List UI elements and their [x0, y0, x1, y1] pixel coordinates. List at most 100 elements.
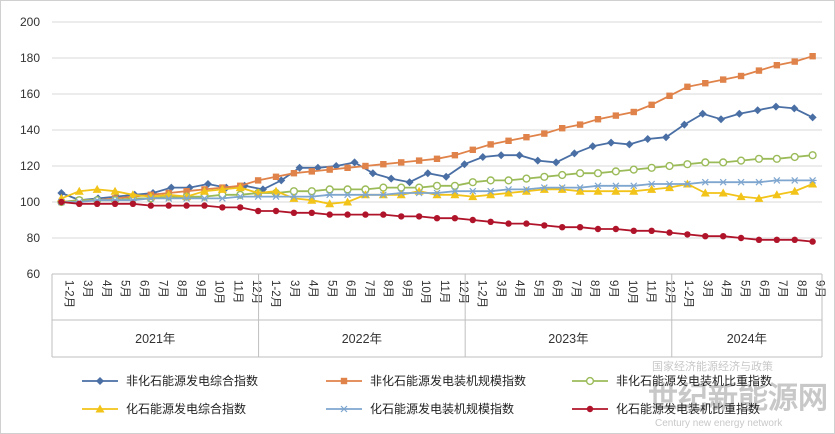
point-0-37: [735, 109, 744, 118]
legend-item-0: 非化石能源发电综合指数: [82, 373, 258, 388]
point-0-0: [57, 189, 66, 197]
point-3-42: [808, 179, 818, 188]
point-3-19: [396, 190, 406, 199]
point-4-33: [647, 180, 656, 188]
point-0-36: [716, 115, 725, 124]
point-5-30: [594, 225, 602, 233]
point-4-18: [379, 191, 388, 199]
point-4-36: [701, 178, 710, 186]
point-2-27: [540, 172, 549, 181]
point-4-32: [629, 182, 638, 190]
legend-marker-5: [586, 405, 594, 413]
point-5-6: [165, 202, 172, 209]
point-0-6: [167, 183, 176, 192]
point-2-24: [486, 176, 495, 185]
point-2-39: [754, 154, 764, 163]
point-4-38: [737, 178, 746, 186]
point-5-21: [433, 215, 441, 222]
point-4-25: [504, 185, 513, 193]
x-tick-label-9: 11月: [231, 280, 243, 303]
legend-marker-3: [95, 404, 105, 413]
y-tick-label-120: 120: [20, 159, 40, 173]
point-0-30: [607, 138, 616, 147]
point-3-4: [128, 190, 138, 199]
point-3-27: [539, 184, 549, 193]
point-5-36: [702, 233, 709, 240]
point-1-29: [576, 121, 584, 128]
point-5-1: [76, 200, 83, 207]
point-0-32: [643, 135, 652, 143]
point-2-18: [379, 183, 388, 192]
point-2-22: [450, 181, 459, 190]
point-4-23: [468, 187, 477, 195]
point-5-4: [129, 200, 137, 207]
point-5-7: [183, 202, 190, 209]
point-0-29: [588, 142, 597, 151]
watermark-line2: 世纪新能源网: [648, 382, 828, 415]
series-5: [58, 198, 816, 245]
point-5-34: [666, 229, 673, 236]
y-tick-label-180: 180: [20, 51, 40, 65]
legend-label-5: 化石能源发电装机比重指数: [616, 401, 760, 416]
point-2-30: [593, 169, 603, 178]
point-1-31: [612, 112, 620, 119]
point-3-26: [521, 186, 531, 195]
point-1-11: [254, 177, 262, 184]
point-4-15: [325, 191, 334, 199]
point-4-17: [361, 191, 370, 199]
point-4-16: [343, 191, 352, 199]
year-label-0: 2021年: [135, 332, 175, 346]
point-0-16: [350, 158, 359, 167]
point-1-20: [415, 157, 423, 164]
point-3-31: [611, 186, 621, 195]
point-3-40: [772, 190, 782, 199]
legend-marker-4: [340, 405, 348, 413]
point-5-32: [630, 227, 637, 234]
point-3-15: [325, 199, 335, 208]
point-5-27: [541, 222, 548, 229]
point-5-9: [219, 204, 226, 211]
point-4-37: [719, 178, 728, 186]
point-3-32: [629, 186, 639, 195]
point-2-38: [736, 156, 746, 165]
point-3-24: [486, 190, 496, 199]
x-tick-label-26: 6月: [551, 280, 563, 298]
x-tick-label-27: 7月: [569, 280, 581, 298]
point-1-26: [523, 134, 530, 141]
point-3-30: [593, 186, 603, 195]
point-1-7: [183, 188, 190, 195]
x-tick-label-25: 5月: [532, 280, 544, 298]
point-2-29: [575, 169, 585, 178]
x-tick-label-21: 12月: [457, 280, 469, 304]
legend: 非化石能源发电综合指数 非化石能源发电装机规模指数 非化石能源发电装机比重指数化石能…: [82, 373, 772, 416]
point-1-16: [344, 164, 351, 171]
point-1-17: [362, 162, 369, 170]
x-tick-label-23: 3月: [494, 280, 506, 298]
legend-label-0: 非化石能源发电综合指数: [126, 373, 258, 388]
point-0-24: [497, 151, 506, 160]
point-1-42: [809, 53, 816, 60]
point-0-23: [478, 153, 487, 161]
legend-marker-2: [585, 376, 595, 386]
x-tick-label-1: 3月: [81, 280, 93, 298]
y-tick-label-60: 60: [27, 267, 41, 281]
point-4-8: [200, 194, 209, 202]
point-5-40: [773, 236, 781, 243]
point-1-30: [594, 116, 602, 123]
point-5-31: [612, 225, 620, 233]
point-0-13: [295, 163, 304, 172]
point-1-25: [505, 137, 512, 144]
point-4-14: [307, 193, 316, 201]
x-tick-label-31: 11月: [645, 280, 657, 303]
point-3-9: [217, 184, 227, 193]
y-tick-label-140: 140: [20, 123, 40, 137]
x-tick-label-11: 1-2月: [269, 280, 281, 308]
point-1-13: [290, 170, 298, 177]
point-2-34: [665, 161, 674, 171]
point-4-22: [450, 187, 459, 195]
point-5-11: [254, 207, 262, 215]
point-2-31: [611, 167, 620, 176]
point-1-22: [451, 152, 459, 159]
point-4-11: [254, 193, 263, 201]
